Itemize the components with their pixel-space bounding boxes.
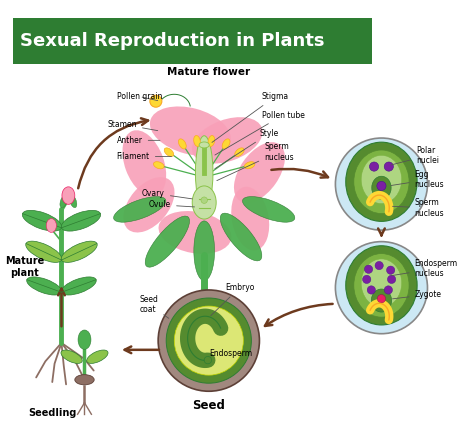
Ellipse shape: [194, 221, 215, 281]
Text: Style: Style: [215, 129, 279, 169]
Ellipse shape: [114, 196, 166, 222]
Circle shape: [387, 275, 396, 283]
Circle shape: [386, 266, 395, 274]
Text: Endosperm
nucleus: Endosperm nucleus: [391, 259, 458, 278]
Ellipse shape: [61, 350, 82, 363]
Circle shape: [150, 95, 162, 107]
Text: Seed
coat: Seed coat: [140, 295, 169, 318]
Circle shape: [201, 197, 208, 203]
Text: Seed: Seed: [192, 399, 225, 413]
Text: Sperm
nucleus: Sperm nucleus: [217, 142, 294, 181]
Text: Mature flower: Mature flower: [167, 67, 250, 77]
Text: Pollen tube: Pollen tube: [215, 110, 305, 155]
Ellipse shape: [60, 195, 68, 208]
Text: Filament: Filament: [117, 152, 172, 161]
Ellipse shape: [27, 277, 62, 295]
Circle shape: [363, 275, 371, 283]
Ellipse shape: [166, 298, 251, 383]
Ellipse shape: [61, 210, 100, 231]
Text: Seedling: Seedling: [28, 408, 76, 418]
Text: Ovule: Ovule: [149, 200, 194, 209]
Ellipse shape: [22, 210, 62, 231]
Ellipse shape: [145, 216, 190, 267]
Text: Egg
nucleus: Egg nucleus: [391, 170, 444, 189]
Ellipse shape: [346, 246, 417, 325]
Ellipse shape: [150, 107, 231, 156]
Circle shape: [204, 357, 211, 364]
FancyBboxPatch shape: [13, 18, 372, 64]
Circle shape: [375, 262, 383, 270]
Text: Ovary: Ovary: [142, 189, 192, 199]
Ellipse shape: [87, 350, 108, 363]
Text: Embryo: Embryo: [211, 283, 254, 316]
Ellipse shape: [194, 136, 201, 146]
Ellipse shape: [220, 213, 262, 261]
Ellipse shape: [26, 241, 62, 262]
Ellipse shape: [122, 130, 166, 196]
Ellipse shape: [371, 289, 392, 312]
Circle shape: [336, 242, 428, 334]
Ellipse shape: [244, 162, 255, 169]
Ellipse shape: [174, 306, 243, 375]
Ellipse shape: [61, 277, 96, 295]
Ellipse shape: [78, 330, 91, 349]
Ellipse shape: [235, 148, 244, 157]
Text: Sexual Reproduction in Plants: Sexual Reproduction in Plants: [20, 33, 325, 51]
Text: Pollen grain: Pollen grain: [117, 92, 162, 101]
Ellipse shape: [243, 196, 295, 222]
Circle shape: [367, 286, 375, 294]
Ellipse shape: [354, 254, 409, 317]
Circle shape: [365, 265, 373, 273]
Ellipse shape: [158, 211, 231, 254]
Text: Anther: Anther: [117, 136, 160, 145]
Text: Endosperm: Endosperm: [210, 349, 253, 358]
Ellipse shape: [346, 142, 417, 221]
Circle shape: [384, 162, 393, 171]
Text: Sperm
nucleus: Sperm nucleus: [392, 198, 444, 218]
Text: Mature
plant: Mature plant: [5, 256, 44, 278]
Text: Polar
nuclei: Polar nuclei: [391, 146, 439, 165]
Ellipse shape: [178, 139, 186, 149]
Ellipse shape: [354, 150, 409, 214]
Ellipse shape: [192, 117, 263, 163]
Ellipse shape: [234, 142, 285, 203]
Ellipse shape: [154, 162, 164, 169]
Ellipse shape: [195, 136, 213, 209]
Ellipse shape: [361, 259, 401, 307]
Circle shape: [369, 162, 379, 171]
Ellipse shape: [361, 155, 401, 204]
Ellipse shape: [75, 374, 94, 385]
Ellipse shape: [231, 187, 269, 250]
Ellipse shape: [164, 148, 173, 157]
Text: Zygote: Zygote: [392, 290, 442, 299]
Ellipse shape: [158, 290, 259, 391]
Ellipse shape: [372, 176, 391, 199]
Text: Stigma: Stigma: [212, 92, 289, 143]
Ellipse shape: [123, 177, 174, 232]
Circle shape: [384, 286, 392, 294]
Ellipse shape: [192, 186, 216, 219]
Ellipse shape: [62, 187, 75, 204]
Circle shape: [377, 294, 385, 303]
Text: Stamen: Stamen: [108, 120, 158, 131]
Ellipse shape: [69, 195, 77, 208]
Ellipse shape: [208, 136, 215, 146]
Circle shape: [377, 181, 386, 190]
Ellipse shape: [199, 142, 209, 148]
Ellipse shape: [222, 139, 230, 149]
Circle shape: [336, 138, 428, 230]
Ellipse shape: [46, 219, 56, 232]
Ellipse shape: [61, 241, 97, 262]
